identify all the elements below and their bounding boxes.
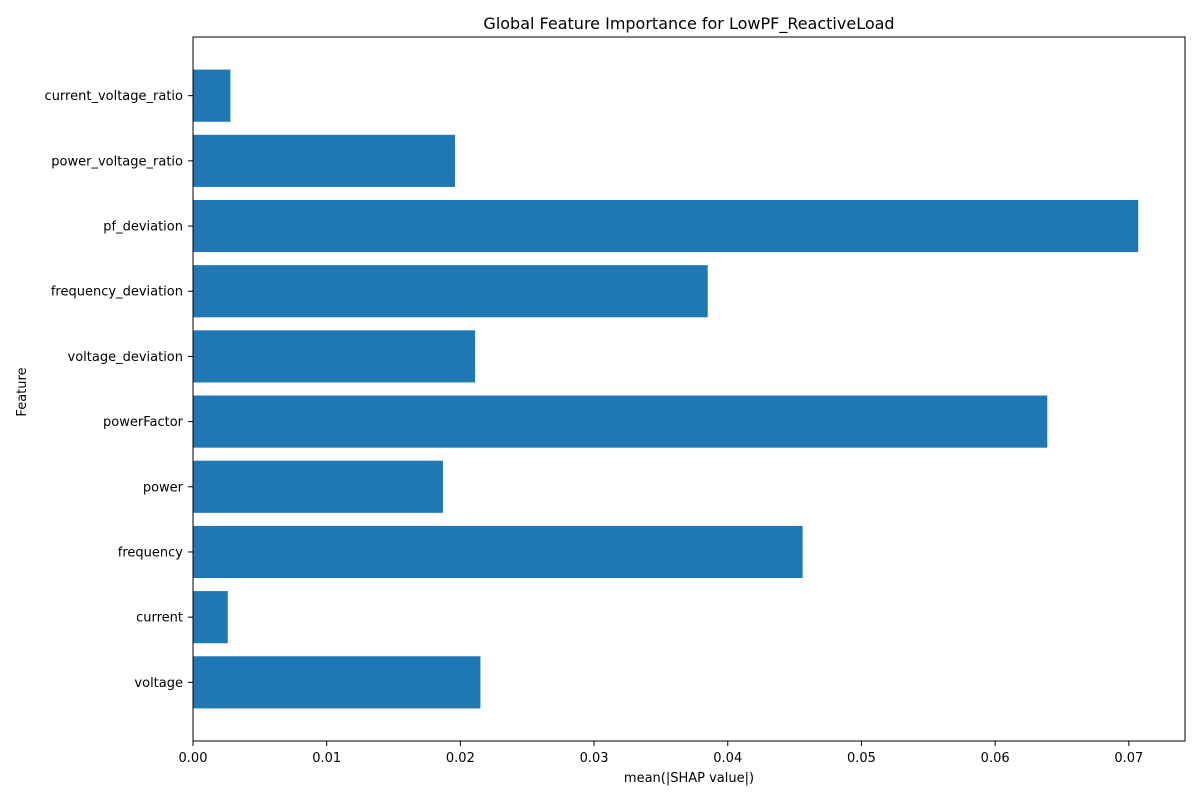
bar-voltage-deviation (193, 330, 476, 383)
y-tick-label: frequency_deviation (51, 285, 183, 300)
y-tick-label: pf_deviation (103, 220, 183, 235)
x-tick-label: 0.00 (179, 751, 208, 766)
axes-layer (192, 36, 1186, 742)
y-ticks: voltage current frequency power powerFactor v… (45, 89, 193, 691)
y-tick-label: frequency (118, 545, 184, 560)
chart-title: Global Feature Importance for LowPF_Reac… (483, 14, 894, 34)
x-tick-label: 0.02 (446, 751, 475, 766)
bars-layer (193, 69, 1139, 709)
bar-current-voltage-ratio (193, 69, 231, 122)
bar-pf-deviation (193, 199, 1139, 253)
y-tick-label: power (143, 480, 184, 495)
x-tick-label: 0.01 (312, 751, 341, 766)
x-tick-label: 0.04 (713, 751, 742, 766)
y-tick-label: voltage (134, 676, 183, 691)
x-tick-label: 0.07 (1114, 751, 1143, 766)
x-tick-label: 0.03 (580, 751, 609, 766)
x-axis-label: mean(|SHAP value|) (624, 771, 754, 786)
y-tick-label: powerFactor (103, 415, 184, 430)
bar-frequency (193, 525, 803, 579)
plot-frame (192, 36, 1186, 742)
bar-voltage (193, 656, 481, 709)
y-tick-label: current_voltage_ratio (45, 89, 183, 104)
y-tick-label: current (136, 611, 183, 626)
y-tick-label: voltage_deviation (68, 350, 184, 365)
y-axis-label: Feature (15, 367, 30, 416)
bar-current (193, 591, 228, 644)
x-tick-label: 0.05 (847, 751, 876, 766)
bar-power-voltage-ratio (193, 134, 456, 187)
y-tick-label: power_voltage_ratio (51, 154, 183, 169)
x-ticks: 0.00 0.01 0.02 0.03 0.04 0.05 0.06 0.07 (179, 741, 1143, 766)
bar-power (193, 460, 444, 513)
bar-powerFactor (193, 395, 1048, 448)
bar-frequency-deviation (193, 265, 708, 318)
x-tick-label: 0.06 (981, 751, 1010, 766)
